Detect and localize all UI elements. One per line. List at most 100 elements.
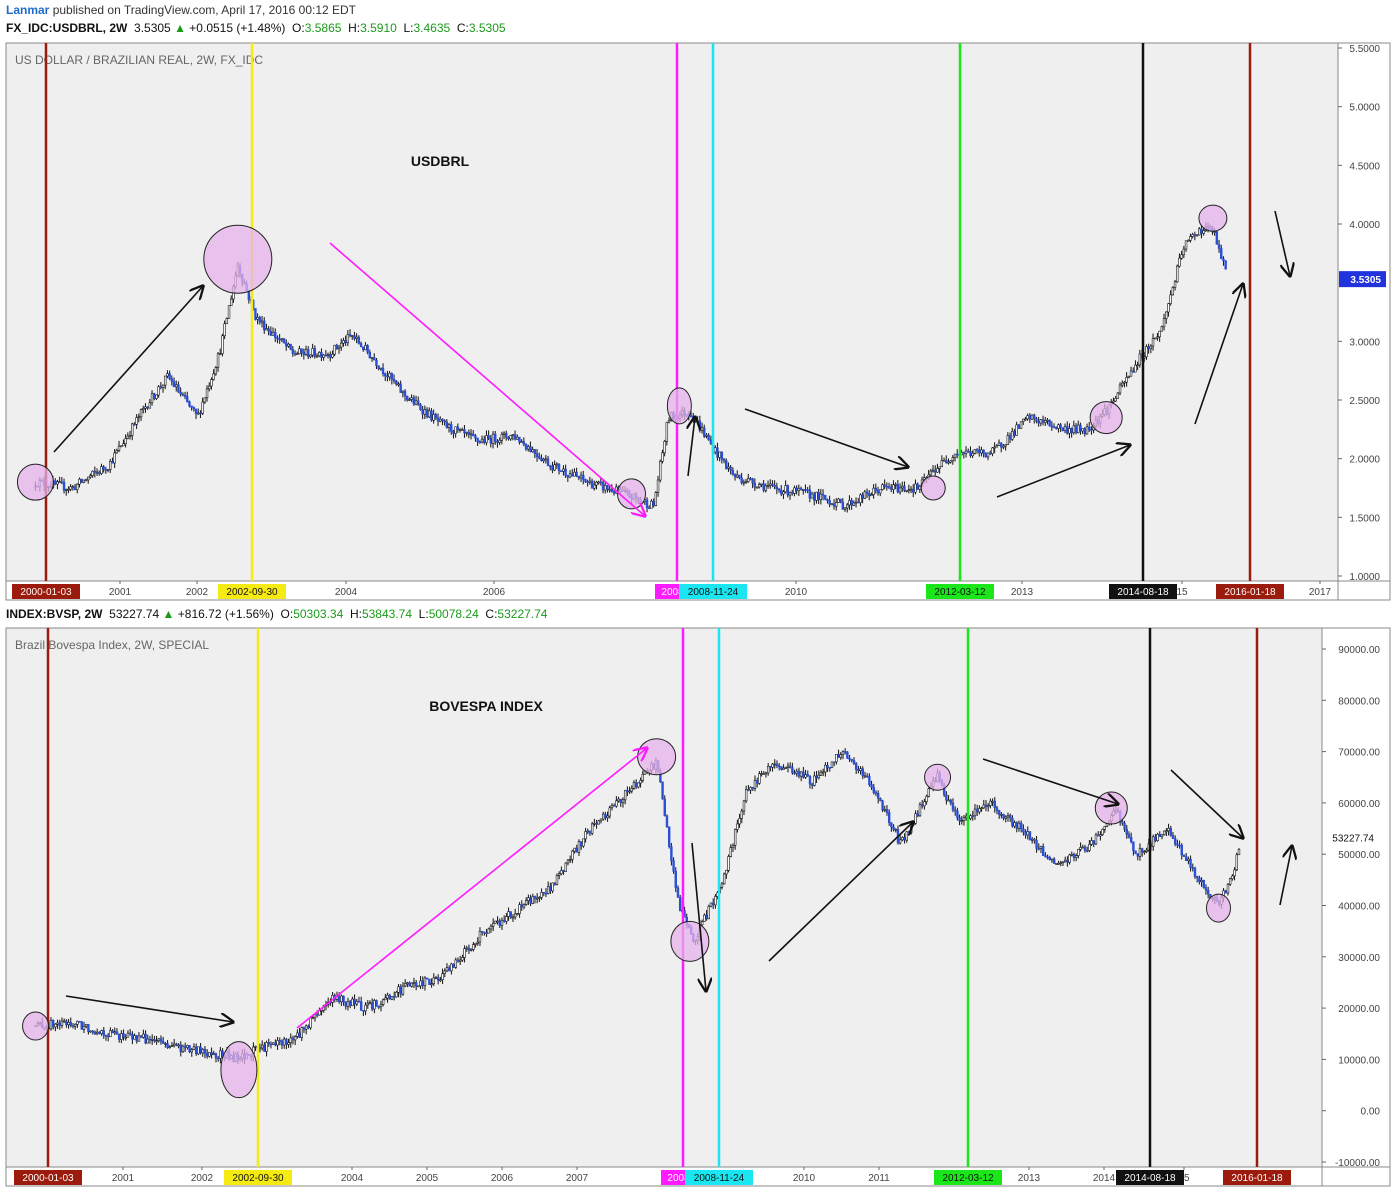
candle-body xyxy=(1182,248,1186,256)
author-link[interactable]: Lanmar xyxy=(6,3,50,17)
candle-body xyxy=(1061,861,1065,864)
trend-arrow xyxy=(996,445,1130,498)
candle-body xyxy=(260,320,264,323)
current-price-tag: 3.5305 xyxy=(1339,271,1386,288)
candle-body xyxy=(82,1025,86,1030)
candle-body xyxy=(87,476,90,481)
candle-body xyxy=(980,807,983,810)
candle-body xyxy=(577,841,581,853)
candle-body xyxy=(846,751,849,759)
candle-body xyxy=(716,447,719,458)
candle-body xyxy=(793,487,796,494)
candle-body xyxy=(100,466,103,474)
candle-body xyxy=(84,479,88,482)
candle-body xyxy=(753,482,757,488)
candle-body xyxy=(322,354,325,358)
candle-body xyxy=(1173,838,1177,845)
candle-body xyxy=(276,1040,279,1046)
date-marker-text: 2012-03-12 xyxy=(934,587,986,598)
candle-body xyxy=(920,804,924,807)
candle-body xyxy=(894,484,897,486)
candle-body xyxy=(813,493,816,501)
candle-body xyxy=(791,767,794,774)
candle-body xyxy=(355,1000,358,1005)
trend-arrow xyxy=(688,417,695,477)
date-marker-label: 2016-01-18 xyxy=(1216,584,1284,599)
candle-body xyxy=(159,1038,163,1042)
candle-body xyxy=(700,427,704,431)
candle-body xyxy=(1160,326,1164,332)
candle-body xyxy=(139,1035,143,1038)
candle-body xyxy=(362,1009,365,1012)
candle-body xyxy=(1026,415,1029,420)
candle-body xyxy=(397,986,400,993)
candle-body xyxy=(824,764,827,773)
candle-body xyxy=(467,431,471,435)
date-marker-bg xyxy=(934,1170,1002,1185)
candle-body xyxy=(916,813,919,817)
candle-body xyxy=(1226,883,1230,894)
date-marker-text: 2002-09-30 xyxy=(226,587,278,598)
candle-body xyxy=(1184,856,1188,861)
candle-body xyxy=(729,466,732,471)
candle-body xyxy=(342,995,345,1003)
candle-body xyxy=(1011,817,1014,827)
candle-body xyxy=(1006,814,1010,818)
candle-body xyxy=(192,407,196,410)
candle-body xyxy=(293,1036,297,1041)
up-triangle-icon: ▲ xyxy=(174,21,186,35)
candle-body xyxy=(769,765,772,768)
candle-body xyxy=(520,441,523,443)
symbol-name[interactable]: FX_IDC:USDBRL, 2W xyxy=(6,21,128,35)
candle-body xyxy=(177,1044,180,1047)
candle-body xyxy=(839,498,842,503)
candle-body xyxy=(1140,848,1144,853)
usdbrl-symbol-bar: FX_IDC:USDBRL, 2W 3.5305 ▲ +0.0515 (+1.4… xyxy=(6,21,506,35)
candle-body xyxy=(989,452,992,455)
candle-body xyxy=(582,838,585,847)
candle-body xyxy=(762,773,765,775)
candle-body xyxy=(808,775,812,785)
candle-body xyxy=(1202,230,1205,234)
candle-body xyxy=(439,979,442,981)
y-tick-label: 90000.00 xyxy=(1338,645,1380,656)
high-label: H: xyxy=(349,607,362,621)
candle-body xyxy=(1165,830,1168,833)
candle-body xyxy=(300,1027,303,1038)
candle-body xyxy=(267,1042,270,1045)
candle-body xyxy=(883,809,886,811)
y-tick-label: 2.5000 xyxy=(1349,396,1380,407)
candle-body xyxy=(1081,846,1084,849)
candle-body xyxy=(546,458,550,467)
candle-body xyxy=(953,809,957,812)
candle-body xyxy=(905,831,908,841)
chart-annotation: USDBRL xyxy=(411,153,470,169)
candle-body xyxy=(898,839,902,844)
candle-body xyxy=(161,384,165,388)
candle-body xyxy=(868,493,871,497)
candle-body xyxy=(540,892,543,898)
candle-body xyxy=(872,487,875,495)
candle-body xyxy=(782,767,785,770)
candle-body xyxy=(1046,856,1049,859)
candle-body xyxy=(71,1025,75,1027)
candle-body xyxy=(1206,889,1210,895)
candle-body xyxy=(538,456,541,459)
candle-body xyxy=(126,1032,130,1038)
candle-body xyxy=(197,412,200,415)
date-marker-label: 2008-11-24 xyxy=(685,1170,753,1185)
candle-body xyxy=(115,1031,119,1035)
candle-body xyxy=(67,1022,70,1026)
candle-body xyxy=(986,452,990,458)
candle-body xyxy=(1000,813,1003,816)
symbol-name[interactable]: INDEX:BVSP, 2W xyxy=(6,607,103,621)
candle-body xyxy=(161,1041,165,1044)
candle-body xyxy=(1017,822,1021,829)
candle-body xyxy=(381,367,385,374)
candle-body xyxy=(912,488,915,493)
candle-body xyxy=(1121,821,1124,824)
highlight-circle xyxy=(16,463,54,501)
candle-body xyxy=(476,437,479,443)
candle-body xyxy=(320,352,323,358)
